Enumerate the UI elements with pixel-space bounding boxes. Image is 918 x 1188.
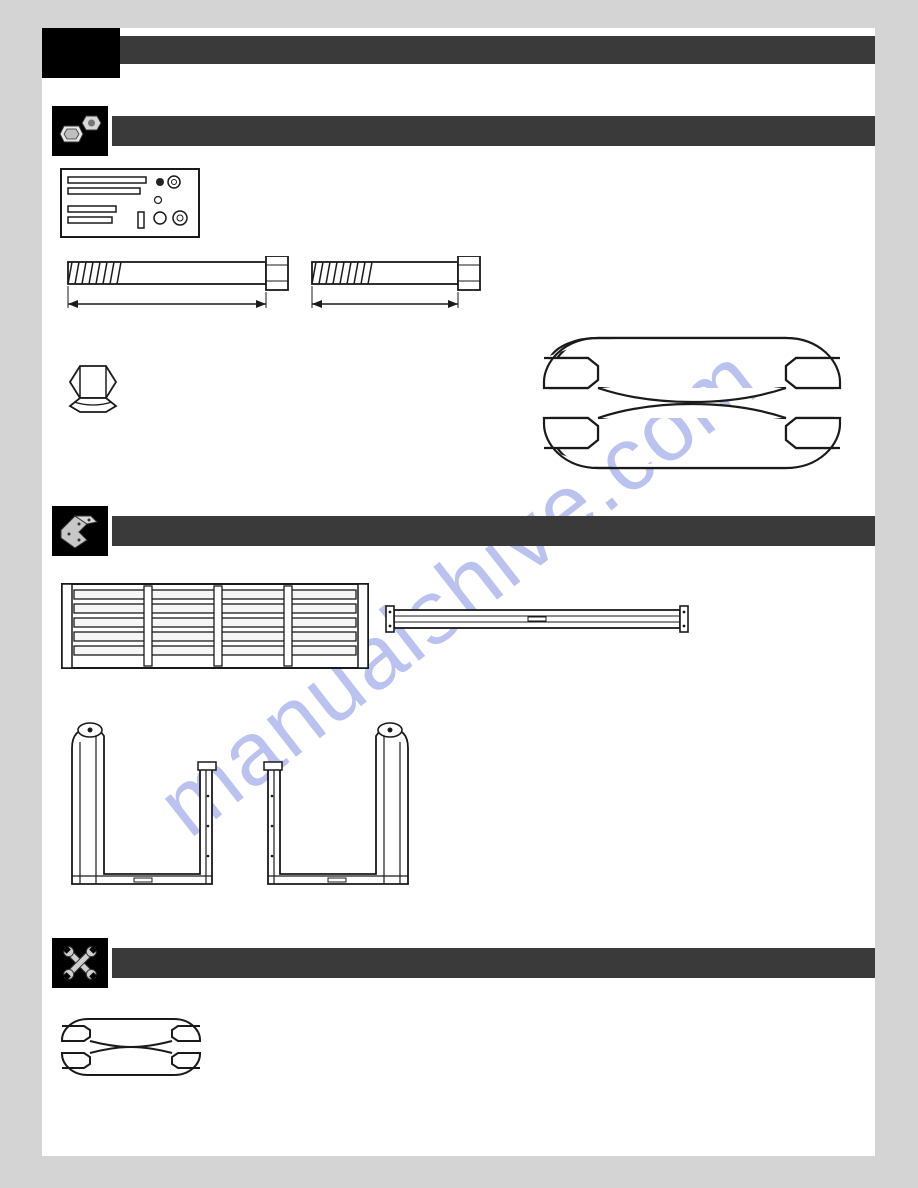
u-frame-right-diagram (244, 716, 420, 890)
bolt-short-diagram (304, 256, 486, 314)
wrench-large-diagram (530, 334, 854, 472)
parts-section-icon-box (52, 506, 108, 556)
crossbar-diagram (384, 602, 690, 636)
nut-diagram (66, 360, 122, 416)
hardware-parts-card (60, 168, 200, 238)
bolt-long-diagram (60, 256, 294, 314)
crossed-wrench-icon (58, 941, 102, 985)
bolt-nut-icon (57, 111, 103, 151)
slat-panel-diagram (60, 582, 370, 670)
tools-section-bar (112, 948, 875, 978)
page-header-block (42, 28, 120, 78)
manual-page: manualshive.com (42, 28, 875, 1156)
tools-section-icon-box (52, 938, 108, 988)
parts-section-bar (112, 516, 875, 546)
wrench-small-diagram (58, 1016, 204, 1078)
u-frame-left-diagram (60, 716, 236, 890)
bracket-icon (57, 510, 103, 552)
hardware-section-icon-box (52, 106, 108, 156)
hardware-section-bar (112, 116, 875, 146)
page-header-bar (120, 36, 875, 64)
